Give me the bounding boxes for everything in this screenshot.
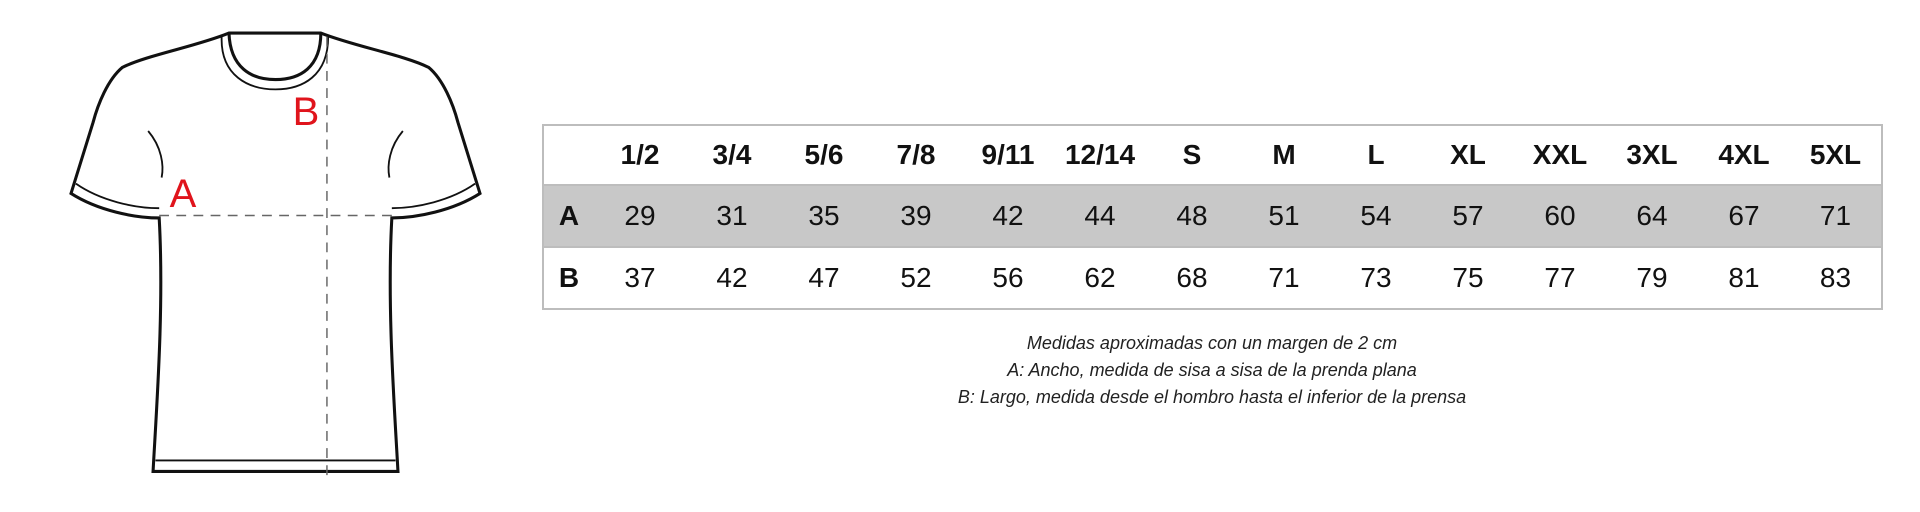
measure-value: 75 [1452, 262, 1484, 293]
size-header: M [1272, 139, 1296, 170]
measure-value: 42 [962, 184, 1054, 248]
size-header: 5/6 [804, 139, 844, 170]
size-header: S [1182, 139, 1202, 170]
measure-value: 71 [1268, 262, 1300, 293]
measure-value: 83 [1819, 262, 1852, 293]
measure-value: 47 [808, 262, 840, 293]
header-row: 1/2 3/4 5/6 7/8 9/11 12/14 S M L XL XXL 3XL 4XL 5XL [543, 125, 1882, 185]
shirt-diagram: A B [69, 31, 482, 478]
shirt-outline [69, 31, 482, 478]
measure-value: 35 [778, 184, 870, 248]
measure-value: 51 [1238, 184, 1330, 248]
row-label: A [543, 184, 594, 248]
size-header: 5XL [1809, 139, 1862, 170]
size-header: 3/4 [712, 139, 752, 170]
measure-row: B 37 42 47 52 56 62 68 71 73 75 77 79 81 83 [543, 247, 1882, 309]
size-header: 1/2 [620, 139, 660, 170]
measure-value: 37 [624, 262, 656, 293]
size-header: 7/8 [896, 139, 936, 170]
measure-value: 31 [686, 184, 778, 248]
measure-value: 48 [1146, 184, 1238, 248]
measure-value: 56 [992, 262, 1024, 293]
measure-value: 73 [1360, 262, 1392, 293]
measure-value: 79 [1636, 262, 1668, 293]
measure-value: 60 [1514, 184, 1606, 248]
measure-value: 39 [870, 184, 962, 248]
size-header: L [1367, 139, 1385, 170]
measure-value: 44 [1054, 184, 1146, 248]
measure-row: A 29 31 35 39 42 44 48 51 54 57 60 64 67 71 [543, 184, 1882, 248]
measure-value: 57 [1422, 184, 1514, 248]
measure-value: 64 [1606, 184, 1698, 248]
size-header: XL [1450, 139, 1486, 170]
measure-value: 62 [1084, 262, 1116, 293]
measure-value: 77 [1544, 262, 1576, 293]
measure-value: 29 [594, 184, 686, 248]
measure-value: 52 [900, 262, 932, 293]
corner-cell [543, 125, 594, 185]
measure-value: 71 [1790, 184, 1882, 248]
measure-label: A [170, 172, 197, 216]
row-label: B [558, 262, 580, 293]
measure-value: 54 [1330, 184, 1422, 248]
measure-value: 68 [1176, 262, 1208, 293]
size-header: 3XL [1626, 139, 1678, 170]
note-line: B: Largo, medida desde el hombro hasta e… [957, 387, 1467, 407]
size-header: 12/14 [1064, 139, 1136, 170]
notes: Medidas aproximadas con un margen de 2 c… [812, 330, 1612, 411]
measure-value: 42 [716, 262, 748, 293]
measure-value: 67 [1698, 184, 1790, 248]
size-header: XXL [1532, 139, 1588, 170]
note-line: Medidas aproximadas con un margen de 2 c… [1026, 333, 1398, 353]
size-table: 1/2 3/4 5/6 7/8 9/11 12/14 S M L XL XXL 3XL 4XL 5XL A 2… [542, 124, 1883, 310]
measure-label: B [293, 90, 320, 134]
size-header: 4XL [1718, 139, 1770, 170]
note-line: A: Ancho, medida de sisa a sisa de la pr… [1007, 360, 1417, 380]
size-header: 9/11 [981, 139, 1035, 170]
measure-value: 81 [1728, 262, 1760, 293]
